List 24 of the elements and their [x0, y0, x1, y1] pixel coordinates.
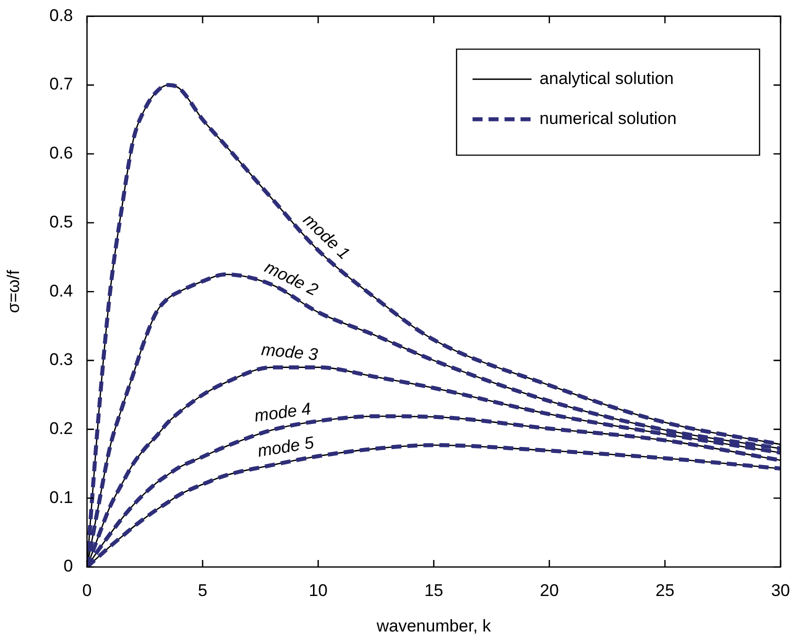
y-tick-label: 0.8 — [49, 6, 73, 25]
annotation: mode 2 — [262, 258, 322, 300]
legend-label: analytical solution — [540, 68, 674, 88]
x-tick-label: 10 — [308, 580, 328, 600]
x-axis-title: wavenumber, k — [376, 616, 492, 636]
x-tick-label: 20 — [540, 580, 559, 600]
y-tick-label: 0.6 — [49, 144, 73, 163]
y-axis-title: σ=ω/f — [4, 270, 23, 314]
annotation: mode 4 — [253, 399, 312, 426]
y-tick-label: 0 — [64, 556, 73, 576]
x-tick-label: 0 — [82, 580, 92, 600]
x-tick-label: 30 — [771, 580, 790, 600]
y-tick-label: 0.2 — [49, 418, 73, 438]
annotation: mode 5 — [256, 432, 316, 461]
y-tick-label: 0.4 — [49, 281, 73, 300]
y-tick-label: 0.7 — [49, 74, 73, 94]
y-tick-label: 0.3 — [49, 350, 73, 370]
annotation: mode 3 — [260, 340, 320, 364]
y-tick-label: 0.5 — [49, 212, 73, 232]
y-tick-label: 0.1 — [49, 488, 73, 507]
x-tick-label: 15 — [424, 580, 444, 600]
legend-label: numerical solution — [540, 108, 677, 128]
x-tick-label: 5 — [198, 580, 208, 600]
x-tick-label: 25 — [655, 580, 674, 600]
